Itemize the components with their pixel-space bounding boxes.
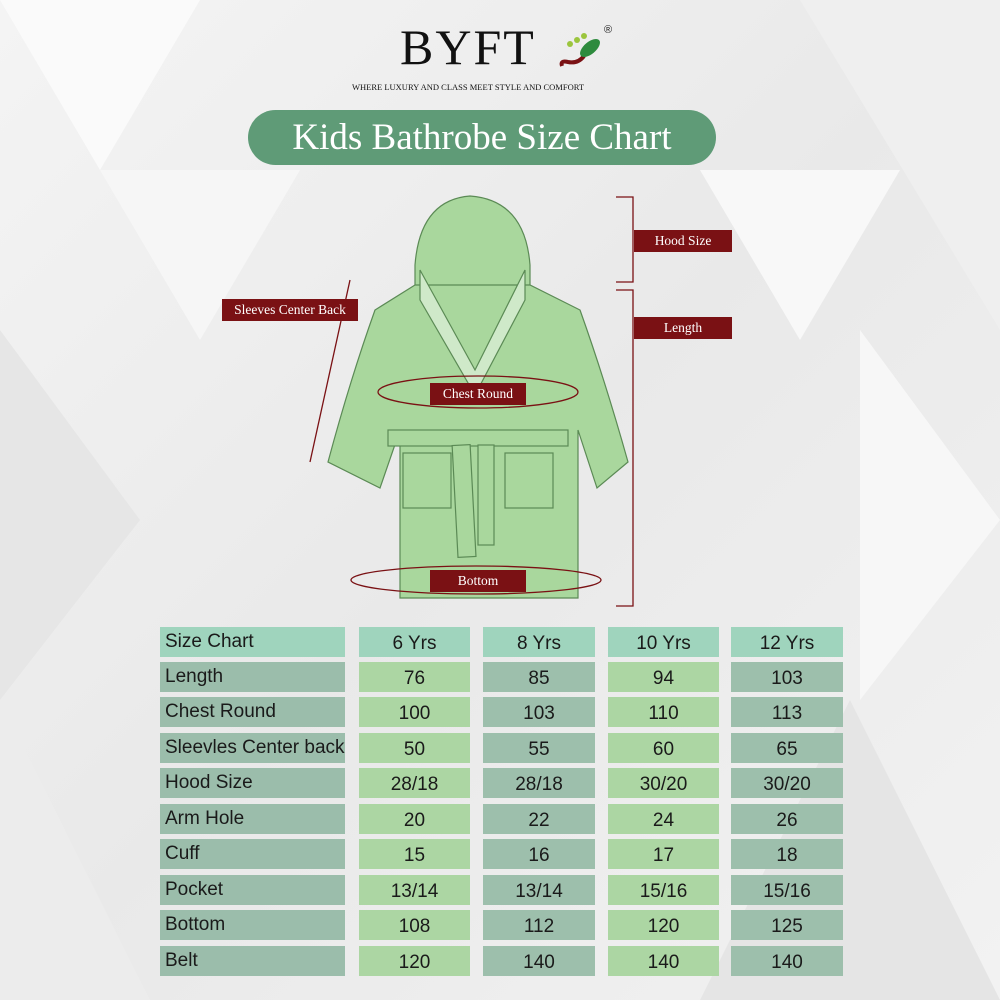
table-cell: 100 xyxy=(359,697,470,727)
table-cell: 113 xyxy=(731,697,843,727)
table-cell: 28/18 xyxy=(483,768,595,798)
table-cell: 76 xyxy=(359,662,470,692)
table-cell: 120 xyxy=(359,946,470,976)
row-label: Sleevles Center back xyxy=(160,733,345,763)
table-cell: 22 xyxy=(483,804,595,834)
table-cell: 17 xyxy=(608,839,719,869)
row-label: Chest Round xyxy=(160,697,345,727)
row-label: Arm Hole xyxy=(160,804,345,834)
leaf-logo-icon xyxy=(559,33,600,67)
table-cell: 15/16 xyxy=(608,875,719,905)
row-label: Bottom xyxy=(160,910,345,940)
brand-tagline: WHERE LUXURY AND CLASS MEET STYLE AND CO… xyxy=(352,82,585,92)
table-cell: 140 xyxy=(608,946,719,976)
chest-round-label: Chest Round xyxy=(430,383,526,405)
table-cell: 60 xyxy=(608,733,719,763)
table-cell: 28/18 xyxy=(359,768,470,798)
table-cell: 20 xyxy=(359,804,470,834)
row-label: Pocket xyxy=(160,875,345,905)
table-cell: 120 xyxy=(608,910,719,940)
row-label: Length xyxy=(160,662,345,692)
size-header: 10 Yrs xyxy=(608,627,719,657)
table-cell: 85 xyxy=(483,662,595,692)
table-cell: 65 xyxy=(731,733,843,763)
table-cell: 55 xyxy=(483,733,595,763)
table-cell: 30/20 xyxy=(731,768,843,798)
table-cell: 50 xyxy=(359,733,470,763)
table-cell: 26 xyxy=(731,804,843,834)
table-cell: 15/16 xyxy=(731,875,843,905)
bottom-label: Bottom xyxy=(430,570,526,592)
brand-logo: BYFT xyxy=(400,19,536,75)
table-cell: 110 xyxy=(608,697,719,727)
table-cell: 140 xyxy=(731,946,843,976)
sleeves-label: Sleeves Center Back xyxy=(222,299,358,321)
table-cell: 94 xyxy=(608,662,719,692)
table-cell: 16 xyxy=(483,839,595,869)
row-label: Belt xyxy=(160,946,345,976)
table-cell: 112 xyxy=(483,910,595,940)
table-cell: 140 xyxy=(483,946,595,976)
registered-mark: ® xyxy=(604,24,613,36)
table-cell: 103 xyxy=(483,697,595,727)
row-label: Cuff xyxy=(160,839,345,869)
table-cell: 30/20 xyxy=(608,768,719,798)
size-header: 6 Yrs xyxy=(359,627,470,657)
table-cell: 15 xyxy=(359,839,470,869)
table-cell: 108 xyxy=(359,910,470,940)
bathrobe-diagram xyxy=(309,195,634,607)
table-cell: 24 xyxy=(608,804,719,834)
length-label: Length xyxy=(634,317,732,339)
table-cell: 18 xyxy=(731,839,843,869)
page-title: Kids Bathrobe Size Chart xyxy=(248,110,716,165)
table-cell: 125 xyxy=(731,910,843,940)
row-label: Hood Size xyxy=(160,768,345,798)
table-cell: 13/14 xyxy=(483,875,595,905)
hood-size-label: Hood Size xyxy=(634,230,732,252)
table-cell: 13/14 xyxy=(359,875,470,905)
table-header-label: Size Chart xyxy=(160,627,345,657)
table-cell: 103 xyxy=(731,662,843,692)
size-header: 12 Yrs xyxy=(731,627,843,657)
size-header: 8 Yrs xyxy=(483,627,595,657)
